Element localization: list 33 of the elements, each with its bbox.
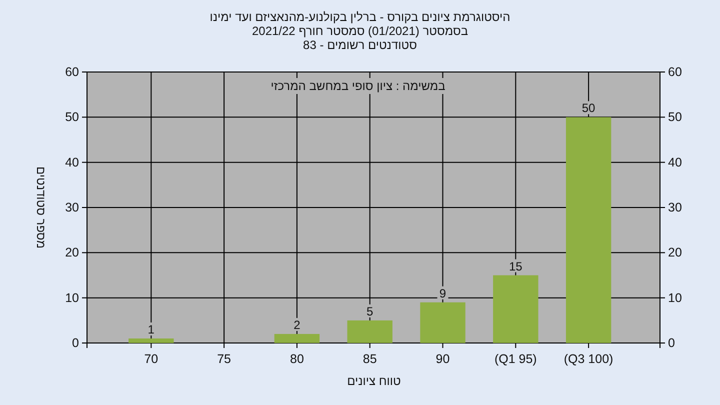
- x-tick-label: 80: [290, 352, 304, 366]
- y-tick-label: 10: [65, 290, 80, 305]
- x-tick-label: 85: [362, 352, 377, 366]
- data-label: 50: [582, 101, 596, 116]
- data-label: 2: [294, 318, 301, 332]
- data-label: 5: [366, 304, 374, 318]
- y2-tick-label: 10: [668, 290, 682, 305]
- y-tick-label: 50: [65, 110, 80, 124]
- y-tick-label: 40: [65, 155, 80, 170]
- chart-subtitle: בסמסטר (01/2021) סמסטר חורף 2021/22: [252, 24, 468, 38]
- y-tick-label: 20: [65, 246, 80, 260]
- y2-tick-label: 60: [668, 65, 682, 79]
- x-tick-label: 70: [144, 352, 158, 366]
- x-axis-title: טווח ציונים: [347, 374, 402, 388]
- y2-tick-label: 20: [668, 246, 682, 260]
- x-tick-label: 75: [217, 352, 232, 366]
- y-tick-label: 30: [65, 200, 80, 214]
- y-tick-label: 0: [72, 336, 80, 350]
- y2-tick-label: 50: [668, 110, 682, 124]
- x-tick-label: (Q1 95): [494, 352, 537, 366]
- y-axis-title: מספר סטודנטים: [34, 166, 48, 249]
- data-label: 9: [439, 286, 446, 300]
- data-label: 1: [148, 322, 155, 336]
- text: סטודנטים רשומים - 83: [303, 38, 418, 52]
- x-tick-label: (Q3 100): [564, 352, 614, 366]
- annotation: במשימה : ציון סופי במחשב המרכזי: [270, 79, 446, 93]
- y2-tick-label: 0: [668, 336, 675, 350]
- x-tick-label: 90: [436, 352, 450, 366]
- y-tick-label: 60: [65, 65, 80, 79]
- y2-tick-label: 30: [668, 200, 682, 214]
- data-label: 15: [508, 259, 523, 274]
- chart-title: היסטוגרמת ציונים בקורס - ברלין בקולנוע-מהנאציזם ועד ימינו: [210, 10, 510, 24]
- y2-tick-label: 40: [668, 155, 682, 170]
